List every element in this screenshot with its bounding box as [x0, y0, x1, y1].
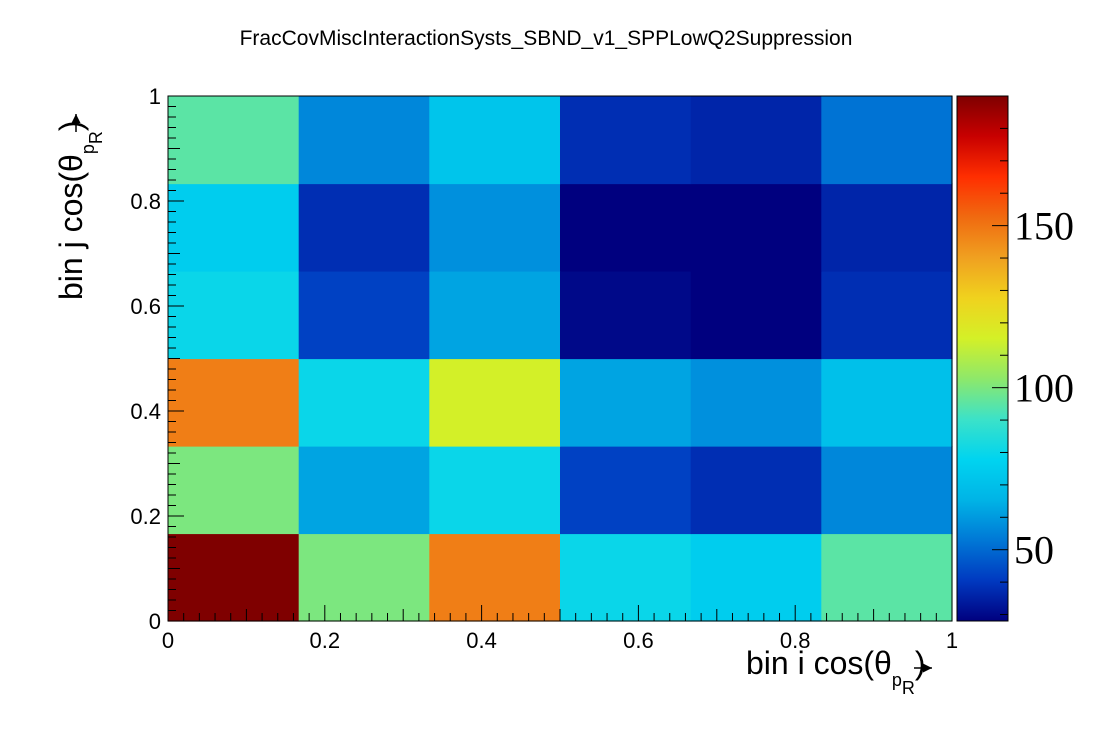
heatmap-cell [821, 358, 953, 447]
heatmap-cell [560, 96, 692, 185]
x-axis-label-main: bin i cos(θ [746, 645, 892, 681]
z-tick-label: 150 [1014, 204, 1074, 249]
heatmap-cell [429, 533, 561, 622]
x-tick-label: 0.8 [780, 628, 811, 653]
heatmap-cell [821, 533, 953, 622]
heatmap-cell [168, 533, 300, 622]
heatmap-cell [690, 358, 822, 447]
y-tick-label: 0.4 [130, 399, 161, 424]
svg-text:bin i cos(θpR): bin i cos(θpR) [746, 645, 926, 698]
z-tick-label: 100 [1014, 366, 1074, 411]
heatmap-cell [429, 183, 561, 272]
y-tick-label: 0.8 [130, 189, 161, 214]
heatmap-cell [560, 270, 692, 360]
heatmap-cell [429, 446, 561, 535]
heatmap-cell [690, 96, 822, 185]
y-axis-label-subscript: p [78, 144, 98, 154]
svg-text:bin j cos(θpR): bin j cos(θpR) [53, 120, 106, 300]
x-axis: 0 0.2 0.4 0.6 0.8 1 [162, 605, 958, 653]
y-axis-label-subsubscript: R [86, 131, 106, 144]
heatmap-cell [429, 96, 561, 185]
x-axis-label: bin i cos(θpR) [746, 645, 932, 698]
heatmap-cell [298, 533, 430, 622]
heatmap-cell [690, 446, 822, 535]
heatmap-cell [298, 270, 430, 360]
heatmap-cell [560, 533, 692, 622]
y-axis: 0 0.2 0.4 0.6 0.8 1 [130, 84, 184, 634]
heatmap-cells [168, 96, 953, 622]
x-tick-label: 0.6 [623, 628, 654, 653]
color-scale-axis: 50 100 150 [992, 95, 1074, 616]
color-scale-bar [956, 95, 1009, 622]
heatmap-cell [690, 270, 822, 360]
chart-title: FracCovMiscInteractionSysts_SBND_v1_SPPL… [240, 27, 853, 50]
heatmap-cell [821, 446, 953, 535]
heatmap-cell [298, 446, 430, 535]
heatmap-cell [821, 183, 953, 272]
x-tick-label: 0 [162, 628, 174, 653]
heatmap-cell [298, 358, 430, 447]
heatmap-cell [690, 533, 822, 622]
x-tick-label: 0.2 [310, 628, 341, 653]
heatmap-cell [298, 96, 430, 185]
heatmap-cell [560, 446, 692, 535]
heatmap-cell [560, 183, 692, 272]
x-axis-label-close: ) [915, 645, 926, 681]
y-tick-label: 1 [149, 84, 161, 109]
x-axis-label-subscript: p [892, 670, 902, 690]
y-axis-label-close: ) [53, 120, 89, 131]
y-axis-label: bin j cos(θpR) [53, 114, 106, 300]
heatmap-cell [821, 96, 953, 185]
z-tick-label: 50 [1014, 528, 1054, 573]
y-tick-label: 0 [149, 609, 161, 634]
heatmap-cell [168, 183, 300, 272]
heatmap-cell [168, 270, 300, 360]
heatmap-cell [168, 446, 300, 535]
heatmap-cell [821, 270, 953, 360]
y-tick-label: 0.6 [130, 294, 161, 319]
heatmap-cell [560, 358, 692, 447]
x-axis-label-subsubscript: R [902, 678, 915, 698]
heatmap-cell [429, 358, 561, 447]
x-tick-label: 1 [946, 628, 958, 653]
heatmap-cell [168, 358, 300, 447]
heatmap-cell [690, 183, 822, 272]
x-tick-label: 0.4 [466, 628, 497, 653]
y-tick-label: 0.2 [130, 504, 161, 529]
heatmap-cell [168, 96, 300, 185]
heatmap-cell [298, 183, 430, 272]
y-axis-label-main: bin j cos(θ [53, 154, 89, 300]
heatmap-cell [429, 270, 561, 360]
